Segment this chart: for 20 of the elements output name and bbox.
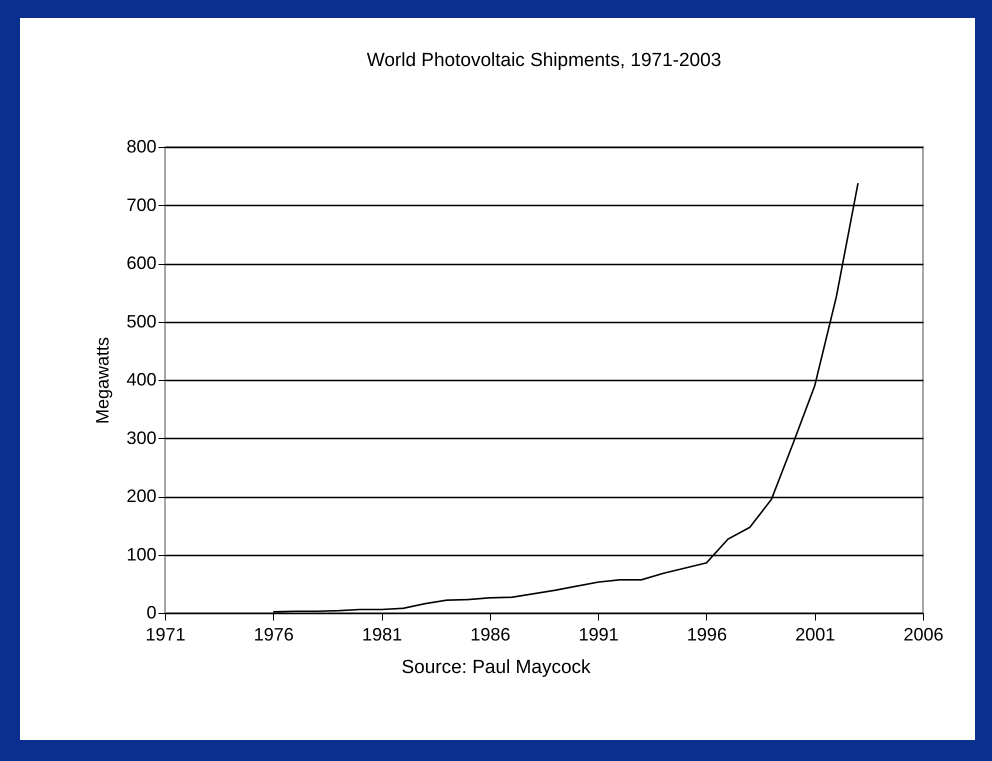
x-tick-label: 2001 [795, 624, 836, 644]
y-tick-label: 800 [126, 136, 156, 156]
y-tick-label: 600 [126, 253, 156, 273]
y-tick-label: 300 [126, 428, 156, 448]
source-note: Source: Paul Maycock [400, 657, 592, 679]
x-tick-label: 1976 [254, 624, 294, 644]
x-tick-label: 1996 [686, 624, 727, 644]
y-tick-label: 400 [126, 370, 156, 390]
y-tick-label: 200 [126, 486, 156, 506]
y-axis-title: Megawatts [92, 336, 112, 424]
x-tick-label: 1981 [362, 624, 402, 644]
x-tick-label: 1986 [470, 624, 510, 644]
y-tick-label: 0 [146, 602, 156, 622]
y-tick-label: 500 [126, 311, 156, 332]
y-tick-label: 700 [126, 194, 156, 215]
chart-title: World Photovoltaic Shipments, 1971-2003 [366, 50, 722, 71]
x-tick-label: 1971 [145, 624, 186, 644]
x-tick-label: 2006 [903, 624, 944, 644]
x-tick-label: 1991 [578, 624, 619, 644]
y-tick-label: 100 [126, 544, 156, 564]
